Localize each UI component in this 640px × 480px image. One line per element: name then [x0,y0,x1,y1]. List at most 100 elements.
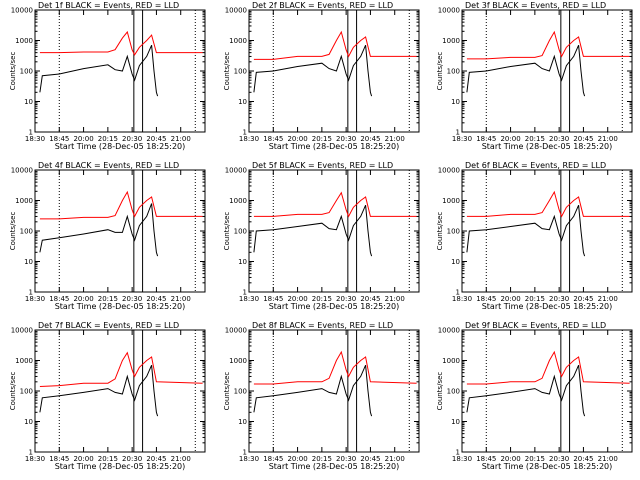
y-tick-label: 1000 [15,357,33,365]
x-tick-label: 21:00 [171,295,191,303]
x-tick-label: 20:45 [146,295,166,303]
x-tick-label: 20:30 [336,135,356,143]
x-tick-label: 20:00 [287,135,307,143]
series-line-red-lld [253,30,417,60]
y-tick-label: 10 [238,418,247,426]
y-tick-label: 100 [447,388,460,396]
y-axis-label: Counts/sec [223,52,231,91]
x-axis-label: Start Time (28-Dec-05 18:25:20) [482,462,613,471]
y-tick-label: 10 [238,258,247,266]
x-tick-label: 20:45 [360,295,380,303]
x-tick-label: 18:45 [263,135,283,143]
series-line-red-lld [253,191,417,218]
y-tick-label: 1000 [229,357,247,365]
x-tick-label: 20:15 [525,295,545,303]
y-tick-label: 100 [234,388,247,396]
series-line-red-lld [39,30,203,56]
chart-panel-6: Det 6f BLACK = Events, RED = LLD 1 10 100 10… [436,161,633,311]
x-tick-label: 20:45 [573,455,593,463]
y-tick-label: 100 [20,388,33,396]
series-line-red-lld [466,30,630,60]
y-tick-label: 1 [29,129,33,137]
x-tick-label: 20:30 [336,455,356,463]
x-tick-label: 21:00 [385,295,405,303]
x-tick-label: 18:30 [239,295,259,303]
series-line-black-events [466,204,586,257]
x-axis-label: Start Time (28-Dec-05 18:25:20) [55,302,186,311]
x-axis-label: Start Time (28-Dec-05 18:25:20) [269,462,400,471]
y-tick-label: 10 [451,98,460,106]
y-axis-label: Counts/sec [9,212,17,251]
x-tick-label: 20:15 [525,135,545,143]
x-tick-label: 18:45 [263,295,283,303]
y-axis-label: Counts/sec [436,372,444,411]
x-tick-label: 20:00 [73,135,93,143]
y-tick-label: 100 [20,228,33,236]
y-tick-label: 1 [456,129,460,137]
y-tick-label: 100 [234,228,247,236]
x-tick-label: 21:00 [171,455,191,463]
series-line-black-events [466,44,586,97]
x-tick-label: 20:15 [312,455,332,463]
y-tick-label: 100 [20,68,33,76]
x-tick-label: 21:00 [598,455,618,463]
y-axis-label: Counts/sec [436,52,444,91]
y-tick-label: 1 [456,289,460,297]
x-axis-label: Start Time (28-Dec-05 18:25:20) [269,302,400,311]
y-tick-label: 10 [451,258,460,266]
x-tick-label: 18:45 [49,135,69,143]
x-tick-label: 18:30 [25,295,45,303]
x-axis-label: Start Time (28-Dec-05 18:25:20) [482,302,613,311]
x-tick-label: 20:30 [336,295,356,303]
chart-title: Det 6f BLACK = Events, RED = LLD [465,161,606,170]
y-tick-label: 1000 [15,37,33,45]
x-tick-label: 18:30 [239,455,259,463]
y-axis-label: Counts/sec [223,372,231,411]
chart-panel-2: Det 2f BLACK = Events, RED = LLD 1 10 100 10… [223,1,420,151]
series-line-black-events [466,364,586,417]
chart-panel-8: Det 8f BLACK = Events, RED = LLD 1 10 100 10… [223,321,420,471]
y-axis-label: Counts/sec [436,212,444,251]
chart-title: Det 3f BLACK = Events, RED = LLD [465,1,606,10]
x-tick-label: 20:00 [500,295,520,303]
x-tick-label: 18:45 [476,455,496,463]
x-tick-label: 20:00 [73,455,93,463]
y-tick-label: 1 [243,289,247,297]
x-tick-label: 20:45 [146,135,166,143]
y-tick-label: 1000 [442,357,460,365]
y-tick-label: 10000 [438,7,460,15]
y-tick-label: 10 [238,98,247,106]
x-tick-label: 21:00 [171,135,191,143]
x-tick-label: 18:30 [452,135,472,143]
x-axis-label: Start Time (28-Dec-05 18:25:20) [55,142,186,151]
x-tick-label: 18:45 [49,455,69,463]
y-tick-label: 100 [234,68,247,76]
x-tick-label: 21:00 [385,135,405,143]
x-tick-label: 20:30 [122,135,142,143]
y-tick-label: 1 [243,129,247,137]
series-line-black-events [253,44,373,97]
x-tick-label: 21:00 [385,455,405,463]
x-tick-label: 18:45 [476,135,496,143]
x-tick-label: 20:45 [360,455,380,463]
x-tick-label: 20:15 [98,295,118,303]
x-tick-label: 20:30 [549,135,569,143]
series-line-black-events [39,364,159,417]
y-tick-label: 100 [447,68,460,76]
x-tick-label: 20:30 [122,455,142,463]
series-line-red-lld [39,351,203,387]
x-tick-label: 20:00 [500,135,520,143]
x-tick-label: 20:00 [73,295,93,303]
y-tick-label: 10000 [11,327,33,335]
x-tick-label: 20:15 [98,455,118,463]
chart-title: Det 2f BLACK = Events, RED = LLD [252,1,393,10]
x-axis-label: Start Time (28-Dec-05 18:25:20) [55,462,186,471]
x-tick-label: 20:15 [312,135,332,143]
y-tick-label: 10 [451,418,460,426]
y-tick-label: 1 [456,449,460,457]
x-tick-label: 20:30 [122,295,142,303]
y-tick-label: 10000 [225,327,247,335]
chart-title: Det 5f BLACK = Events, RED = LLD [252,161,393,170]
y-tick-label: 10 [24,258,33,266]
chart-panel-7: Det 7f BLACK = Events, RED = LLD 1 10 100 10… [9,321,206,471]
